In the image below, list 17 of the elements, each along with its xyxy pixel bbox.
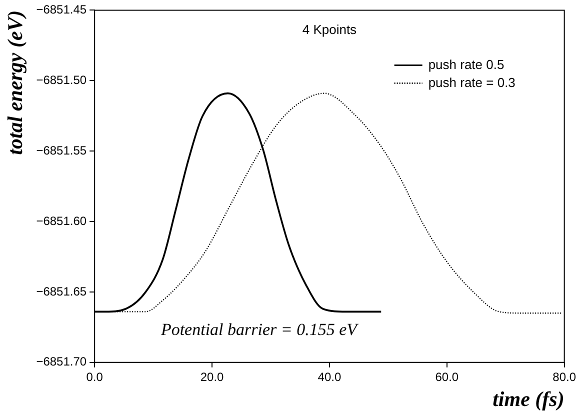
x-tick-label: 80.0 — [552, 370, 576, 384]
y-tick-label: −6851.45 — [36, 2, 87, 17]
x-tick-label: 0.0 — [86, 370, 104, 384]
x-tick-label: 40.0 — [318, 370, 342, 384]
legend-label: push rate 0.5 — [428, 56, 504, 72]
annotation: Potential barrier = 0.155 eV — [160, 320, 360, 339]
y-tick-label: −6851.65 — [36, 284, 87, 298]
y-tick-label: −6851.55 — [36, 143, 87, 158]
x-tick-label: 60.0 — [435, 370, 459, 384]
y-axis-title: total energy (eV) — [3, 10, 28, 155]
x-axis-title: time (fs) — [492, 386, 564, 411]
x-tick-label: 20.0 — [200, 370, 224, 384]
y-tick-label: −6851.60 — [36, 214, 87, 228]
text: 4 Kpoints — [302, 22, 358, 37]
y-tick-label: −6851.70 — [36, 354, 87, 369]
legend-label: push rate = 0.3 — [428, 74, 516, 90]
y-tick-label: −6851.50 — [36, 72, 87, 87]
